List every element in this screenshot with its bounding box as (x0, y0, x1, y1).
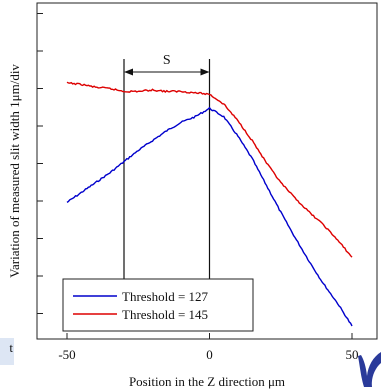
series-line-threshold-145 (66, 81, 353, 258)
x-axis-ticks (66, 333, 353, 339)
legend-label-threshold-127: Threshold = 127 (122, 289, 209, 304)
legend-label-threshold-145: Threshold = 145 (122, 307, 208, 322)
annotation-label: S (163, 53, 171, 68)
plot-frame (36, 2, 378, 340)
s-annotation: S (123, 53, 211, 289)
legend-box (62, 278, 254, 332)
corner-fragment-text: t (9, 340, 13, 355)
corner-decoration (358, 352, 381, 387)
y-axis-label: Variation of measured slit width 1μm/div (7, 64, 22, 278)
x-tick-label: -50 (58, 347, 75, 362)
series-lines (66, 81, 353, 327)
series-line-threshold-127 (66, 106, 353, 327)
x-axis-label: Position in the Z direction μm (129, 374, 285, 389)
annotation-arrowhead-left (124, 68, 133, 76)
x-tick-label: 50 (346, 347, 359, 362)
annotation-arrowhead-right (200, 68, 210, 76)
corner-fragment-box: t (0, 338, 14, 365)
x-axis-tick-labels: -50 0 50 (58, 347, 358, 362)
legend: Threshold = 127 Threshold = 145 (62, 278, 254, 332)
x-tick-label: 0 (206, 347, 213, 362)
y-axis-ticks (37, 13, 43, 314)
